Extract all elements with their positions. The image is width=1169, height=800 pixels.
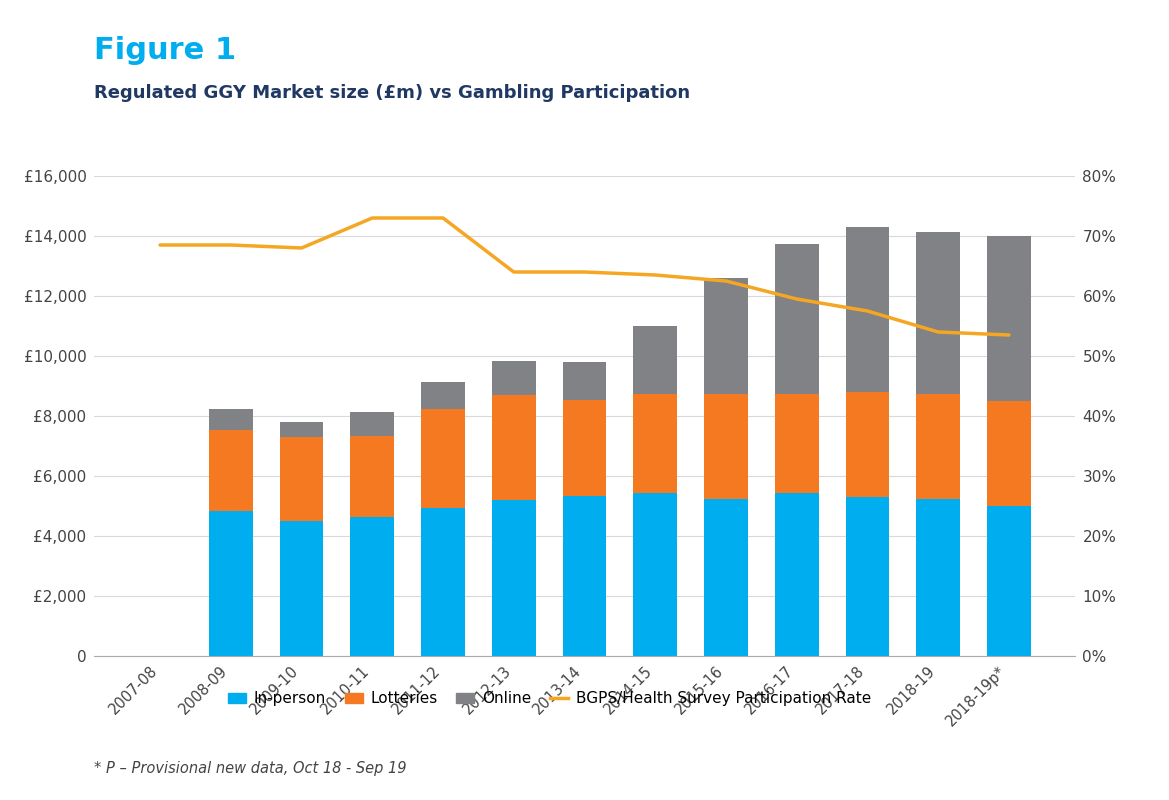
Bar bbox=[351, 435, 394, 517]
Bar bbox=[987, 236, 1031, 401]
Bar bbox=[209, 430, 253, 510]
Bar bbox=[916, 231, 960, 394]
Bar bbox=[209, 510, 253, 656]
Bar bbox=[704, 278, 748, 394]
Bar bbox=[916, 498, 960, 656]
Bar bbox=[562, 362, 607, 399]
Bar bbox=[562, 399, 607, 495]
Bar bbox=[845, 227, 890, 392]
Bar bbox=[279, 422, 324, 437]
Bar bbox=[775, 493, 818, 656]
Bar bbox=[421, 507, 465, 656]
Bar bbox=[775, 394, 818, 493]
Bar bbox=[916, 394, 960, 498]
Bar bbox=[987, 506, 1031, 656]
Bar bbox=[704, 498, 748, 656]
Bar bbox=[279, 437, 324, 521]
Bar bbox=[279, 521, 324, 656]
Text: Regulated GGY Market size (£m) vs Gambling Participation: Regulated GGY Market size (£m) vs Gambli… bbox=[94, 84, 690, 102]
Bar bbox=[775, 243, 818, 394]
Bar bbox=[492, 395, 535, 500]
Legend: In-person, Lotteries, Online, BGPS/Health Survey Participation Rate: In-person, Lotteries, Online, BGPS/Healt… bbox=[222, 685, 877, 712]
Bar bbox=[634, 326, 677, 394]
Bar bbox=[845, 497, 890, 656]
Bar bbox=[987, 401, 1031, 506]
Bar bbox=[492, 361, 535, 395]
Bar bbox=[562, 495, 607, 656]
Bar bbox=[845, 392, 890, 497]
Bar bbox=[634, 394, 677, 493]
Bar bbox=[351, 411, 394, 435]
Text: * P – Provisional new data, Oct 18 - Sep 19: * P – Provisional new data, Oct 18 - Sep… bbox=[94, 761, 406, 776]
Bar bbox=[634, 493, 677, 656]
Bar bbox=[492, 500, 535, 656]
Bar bbox=[704, 394, 748, 498]
Bar bbox=[209, 409, 253, 430]
Bar bbox=[351, 517, 394, 656]
Text: Figure 1: Figure 1 bbox=[94, 36, 236, 65]
Bar bbox=[421, 382, 465, 409]
Bar bbox=[421, 409, 465, 507]
